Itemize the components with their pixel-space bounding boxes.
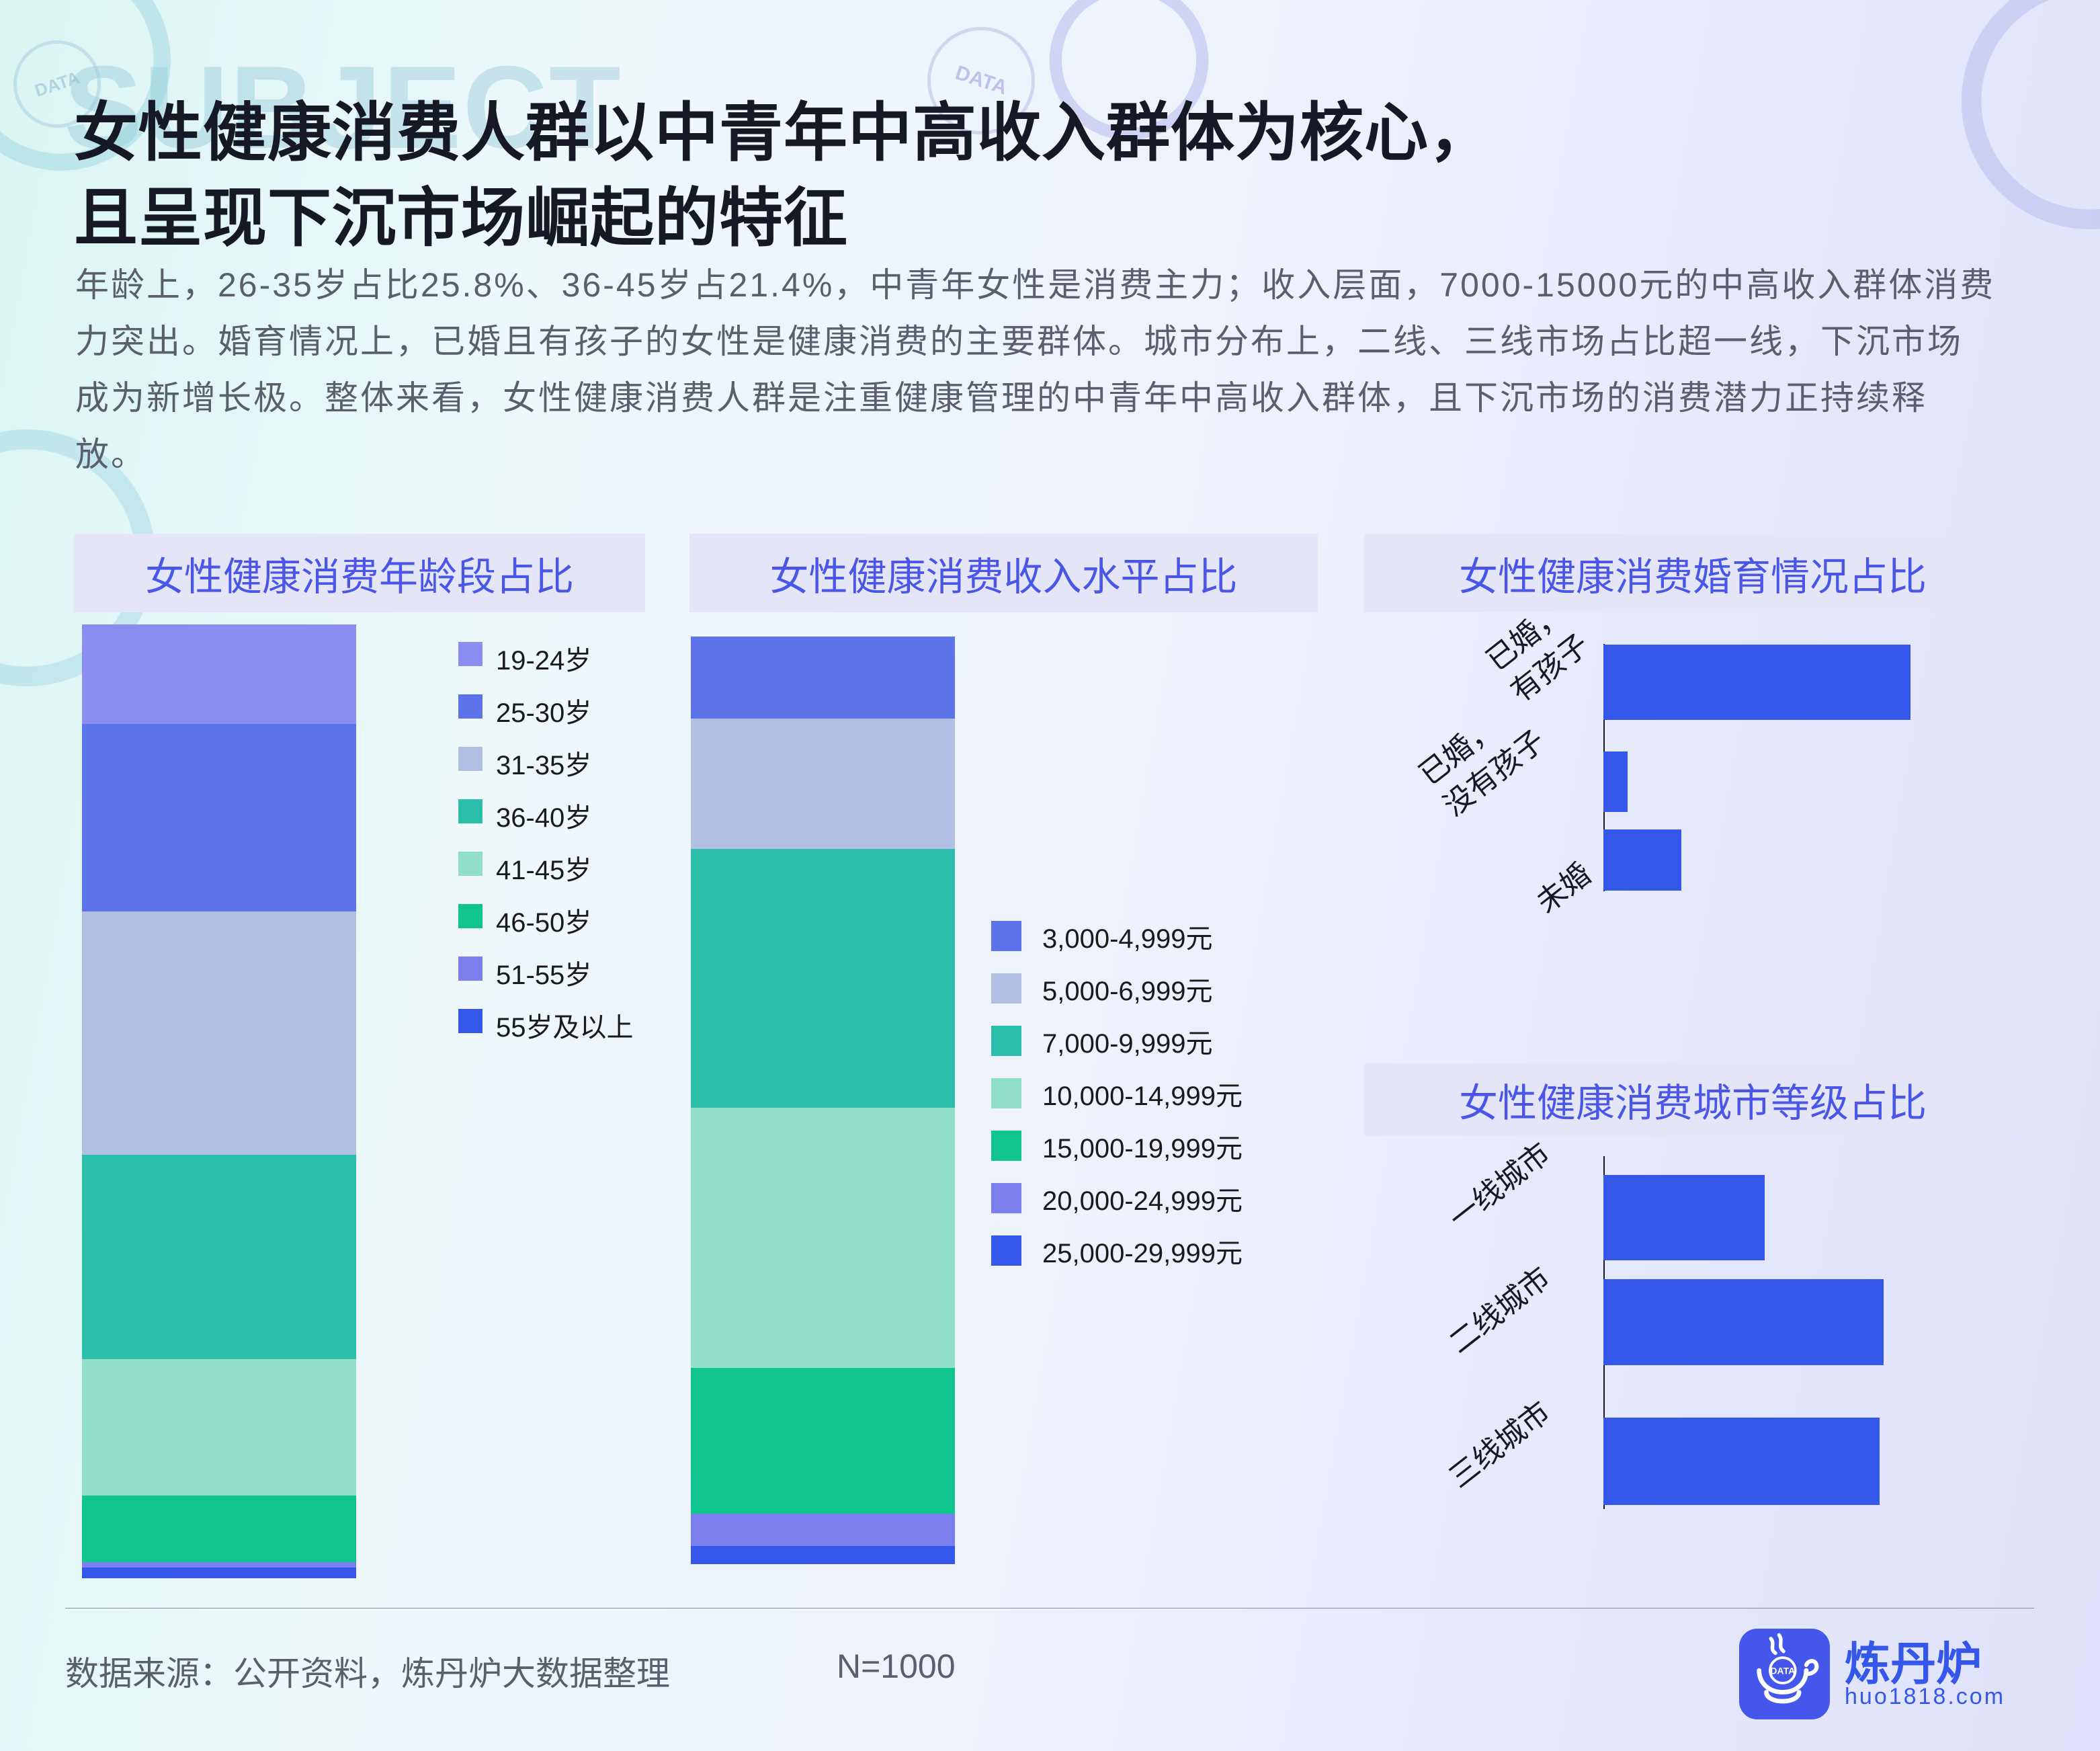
svg-text:DATA: DATA xyxy=(1770,1666,1795,1677)
